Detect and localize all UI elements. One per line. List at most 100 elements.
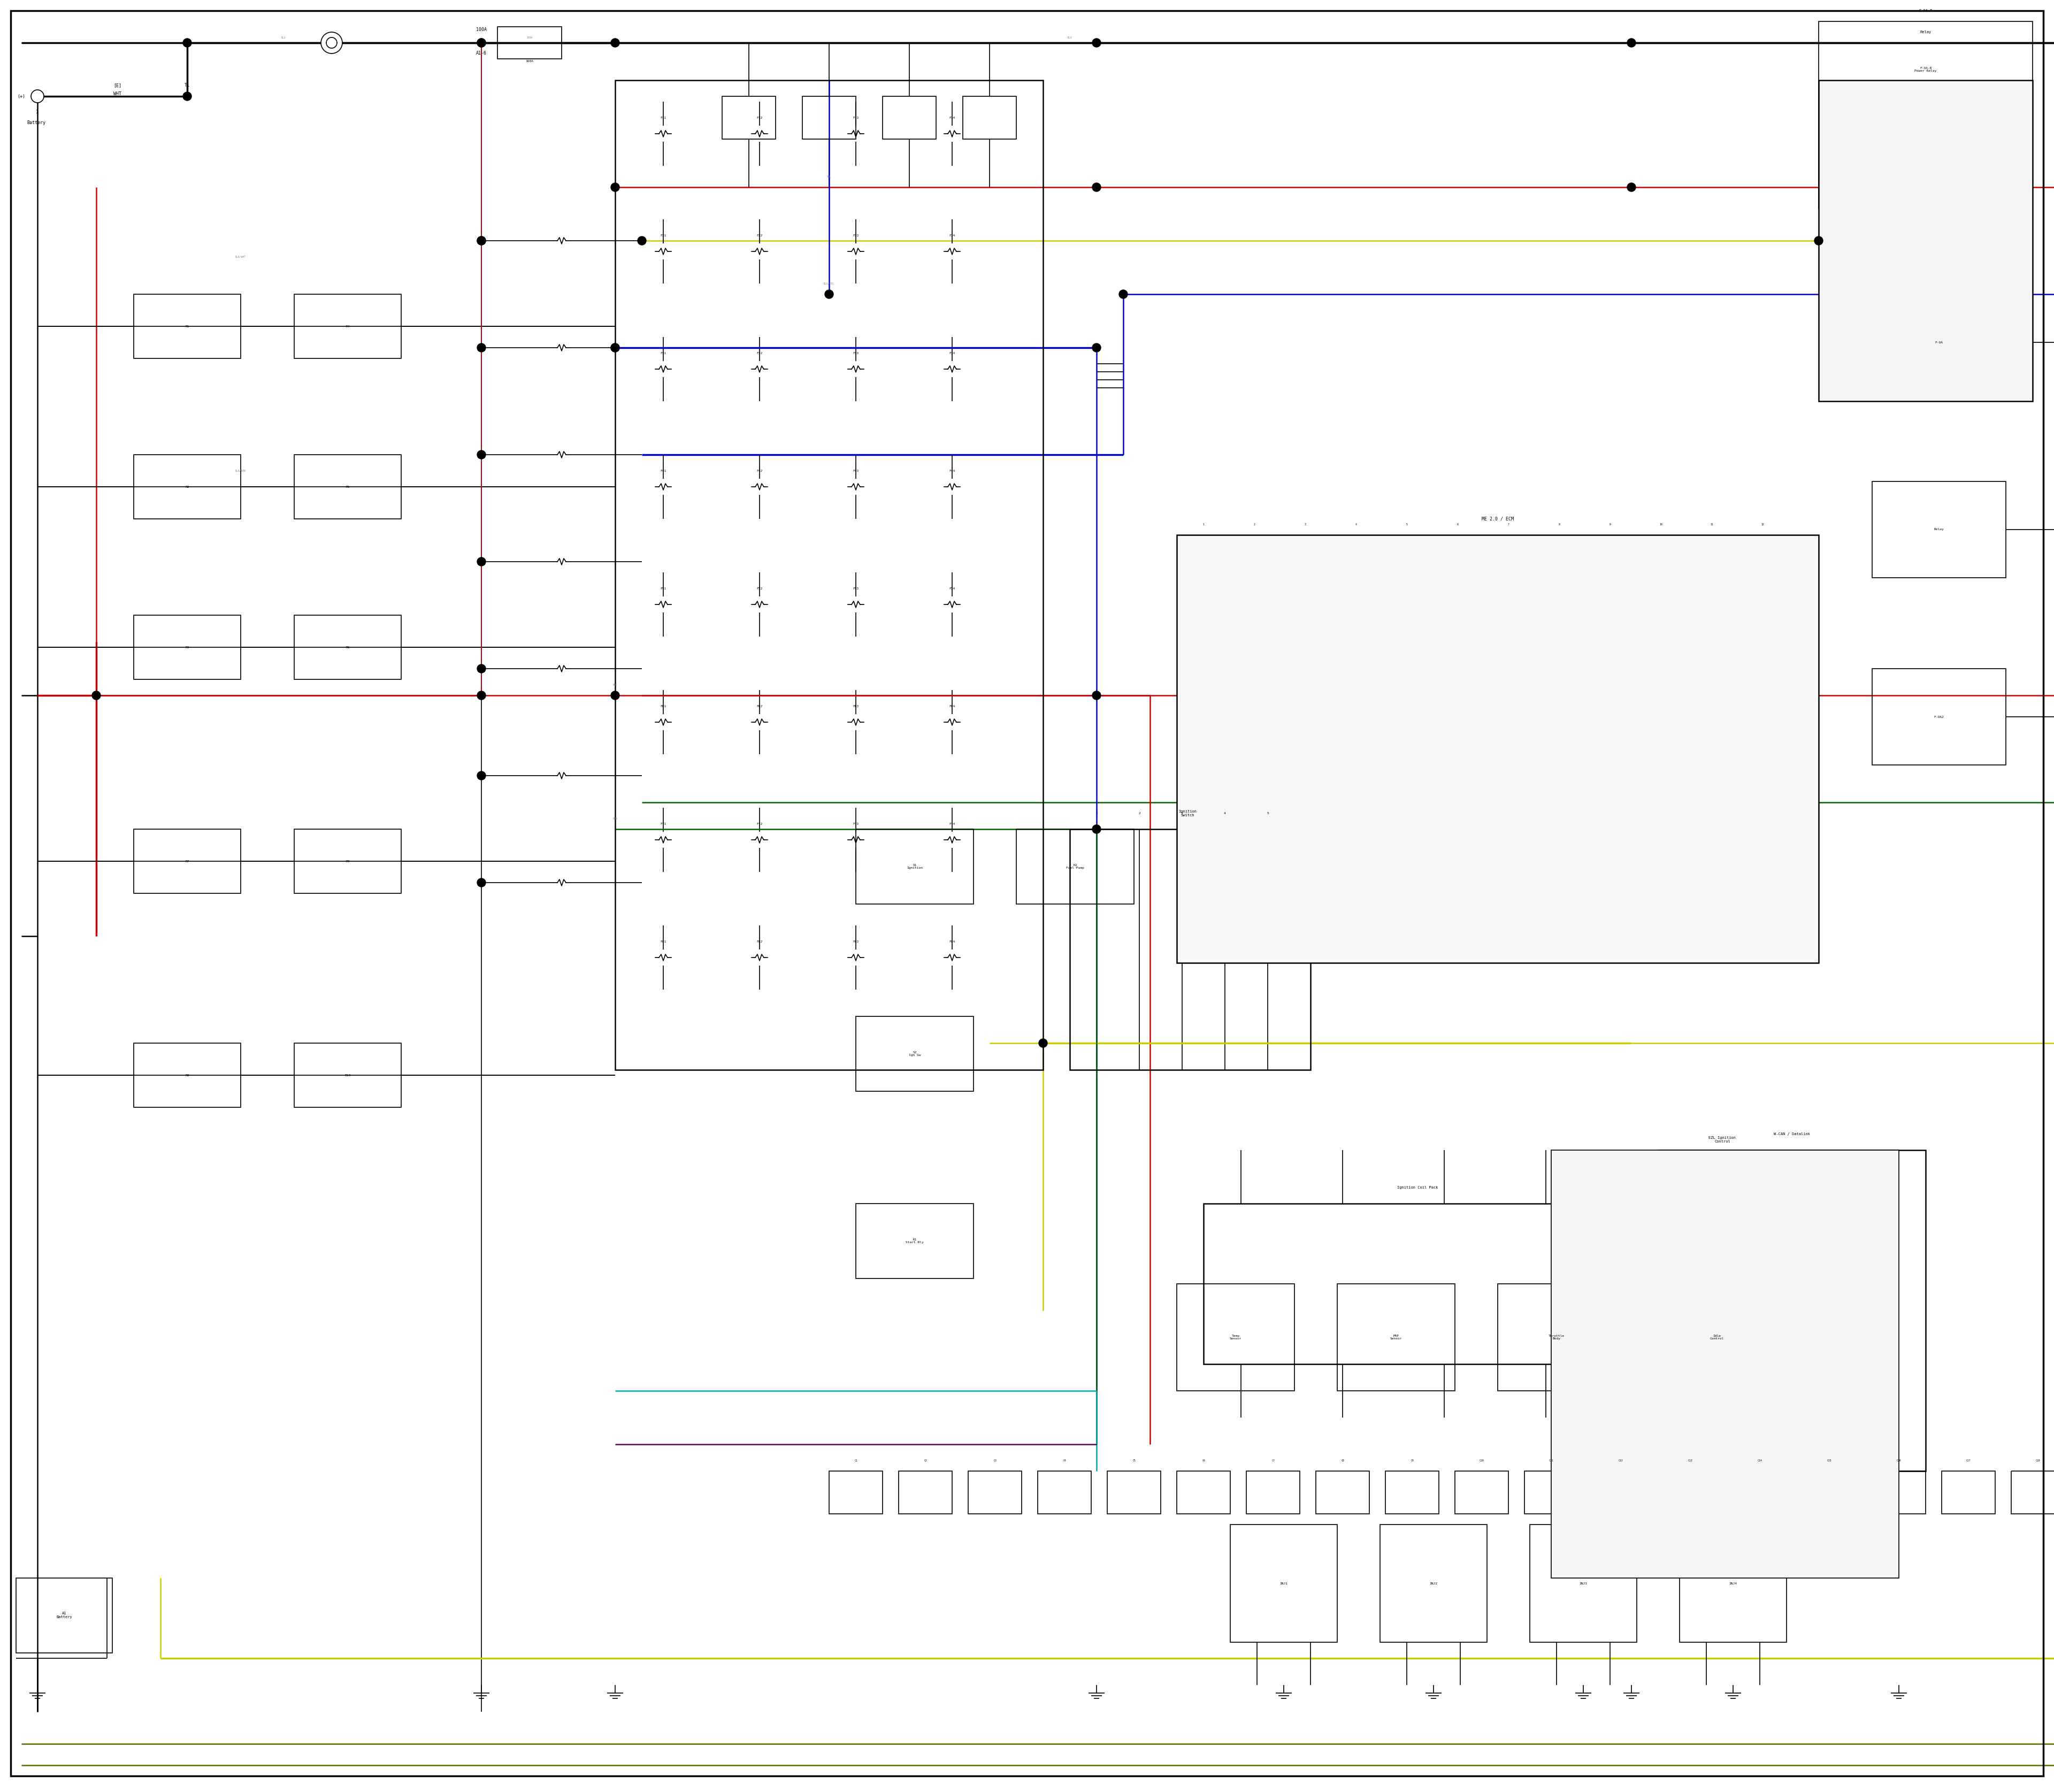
- Text: Relay: Relay: [1935, 529, 1943, 530]
- Text: F71: F71: [659, 823, 665, 824]
- Bar: [1530, 1525, 1637, 1641]
- Bar: [294, 455, 401, 520]
- Text: ME 2.0 / ECM: ME 2.0 / ECM: [1481, 516, 1514, 521]
- Text: F81: F81: [659, 941, 665, 943]
- Circle shape: [477, 344, 485, 351]
- Text: F54: F54: [949, 588, 955, 590]
- Text: C11: C11: [1549, 1459, 1553, 1462]
- Bar: [294, 294, 401, 358]
- Bar: [963, 97, 1017, 140]
- Text: BLU: BLU: [281, 36, 286, 39]
- Text: RED: RED: [612, 683, 618, 686]
- Bar: [1204, 1204, 1631, 1364]
- Bar: [294, 1043, 401, 1107]
- Text: INJ2: INJ2: [1430, 1582, 1438, 1584]
- Text: EZL Ignition
Control: EZL Ignition Control: [1709, 1136, 1736, 1143]
- Bar: [857, 1016, 974, 1091]
- Text: F61: F61: [659, 704, 665, 708]
- Text: C7: C7: [1271, 1459, 1276, 1462]
- Bar: [1337, 1283, 1454, 1391]
- Text: INJ1: INJ1: [1280, 1582, 1288, 1584]
- Circle shape: [31, 90, 43, 102]
- Circle shape: [477, 771, 485, 780]
- Text: C4: C4: [1062, 1459, 1066, 1462]
- Circle shape: [1119, 290, 1128, 299]
- Text: C1: C1: [854, 1459, 857, 1462]
- Bar: [1454, 1471, 1508, 1514]
- Circle shape: [183, 38, 191, 47]
- Text: C15: C15: [1828, 1459, 1832, 1462]
- Bar: [967, 1471, 1021, 1514]
- Text: R7: R7: [185, 860, 189, 862]
- Bar: [1037, 1471, 1091, 1514]
- Bar: [134, 294, 240, 358]
- Bar: [614, 81, 1043, 1070]
- Text: C2: C2: [924, 1459, 926, 1462]
- Circle shape: [1039, 1039, 1048, 1047]
- Text: F33: F33: [852, 351, 859, 355]
- Text: INJ3: INJ3: [1580, 1582, 1588, 1584]
- Bar: [1230, 1525, 1337, 1641]
- Text: Relay: Relay: [1920, 30, 1931, 34]
- Text: F14: F14: [949, 116, 955, 118]
- Circle shape: [637, 237, 647, 246]
- Bar: [1497, 1283, 1614, 1391]
- Text: F84: F84: [949, 941, 955, 943]
- Bar: [134, 1043, 240, 1107]
- Text: BLU: BLU: [1068, 36, 1072, 39]
- Bar: [1247, 1471, 1300, 1514]
- Bar: [1594, 1471, 1647, 1514]
- Bar: [1017, 830, 1134, 903]
- Bar: [497, 27, 561, 59]
- Bar: [1177, 1471, 1230, 1514]
- Bar: [1317, 1471, 1370, 1514]
- Text: F64: F64: [949, 704, 955, 708]
- Text: 10: 10: [1660, 523, 1662, 525]
- Bar: [16, 1579, 113, 1652]
- Text: W-CAN / Datalink: W-CAN / Datalink: [1775, 1133, 1810, 1136]
- Bar: [830, 1471, 883, 1514]
- Bar: [1658, 1150, 1927, 1471]
- Text: BLU/YEL: BLU/YEL: [824, 281, 834, 285]
- Circle shape: [183, 91, 191, 100]
- Bar: [1664, 1471, 1717, 1514]
- Bar: [1524, 1471, 1577, 1514]
- Text: Ignition Coil Pack: Ignition Coil Pack: [1397, 1186, 1438, 1190]
- Bar: [2011, 1471, 2054, 1514]
- Bar: [1734, 1471, 1787, 1514]
- Circle shape: [1093, 824, 1101, 833]
- Bar: [1871, 294, 2007, 391]
- Circle shape: [610, 344, 620, 351]
- Bar: [294, 830, 401, 894]
- Text: F32: F32: [756, 351, 762, 355]
- Circle shape: [477, 557, 485, 566]
- Text: F11: F11: [659, 116, 665, 118]
- Text: F31: F31: [659, 351, 665, 355]
- Text: Idle
Control: Idle Control: [1711, 1335, 1723, 1340]
- Text: Ignition
Switch: Ignition Switch: [1179, 810, 1197, 817]
- Circle shape: [477, 237, 485, 246]
- Bar: [134, 830, 240, 894]
- Circle shape: [1814, 237, 1824, 246]
- Text: C17: C17: [1966, 1459, 1970, 1462]
- Text: F72: F72: [756, 823, 762, 824]
- Text: F74: F74: [949, 823, 955, 824]
- Text: F51: F51: [659, 588, 665, 590]
- Text: 160A: 160A: [526, 36, 532, 39]
- Text: 1: 1: [37, 109, 39, 115]
- Circle shape: [826, 290, 834, 299]
- Bar: [1380, 1525, 1487, 1641]
- Text: (+): (+): [16, 93, 25, 99]
- Bar: [134, 455, 240, 520]
- Text: F34: F34: [949, 351, 955, 355]
- Text: GRN: GRN: [612, 817, 618, 819]
- Bar: [294, 615, 401, 679]
- Text: C14: C14: [1758, 1459, 1762, 1462]
- Bar: [1818, 81, 2033, 401]
- Text: F53: F53: [852, 588, 859, 590]
- Text: F-OA2: F-OA2: [1935, 715, 1943, 719]
- Text: F22: F22: [756, 235, 762, 237]
- Circle shape: [477, 692, 485, 699]
- Text: C9: C9: [1411, 1459, 1413, 1462]
- Text: R6: R6: [345, 645, 349, 649]
